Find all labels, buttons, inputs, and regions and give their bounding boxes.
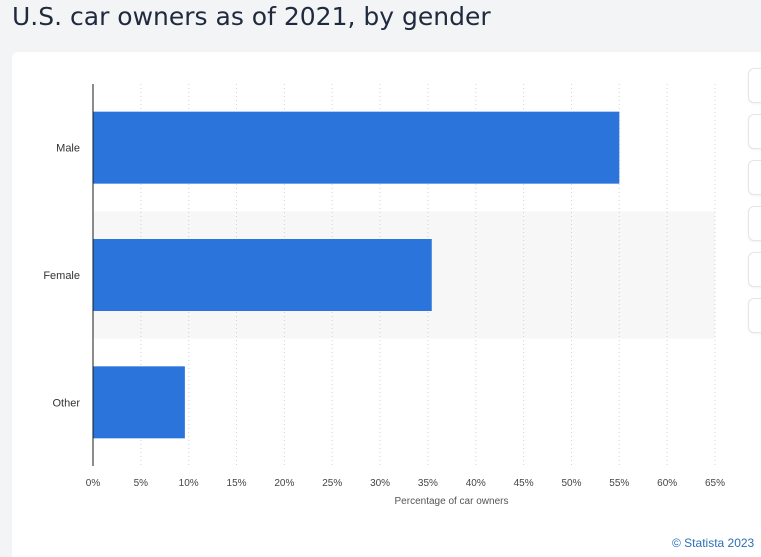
x-tick-label: 35% [418, 478, 438, 489]
side-tool-button-5[interactable] [748, 252, 761, 287]
x-tick-label: 65% [705, 478, 725, 489]
y-category-label: Other [52, 397, 80, 409]
side-tool-button-6[interactable] [748, 298, 761, 333]
x-tick-label: 5% [134, 478, 149, 489]
x-tick-label: 20% [274, 478, 294, 489]
x-tick-label: 40% [466, 478, 486, 489]
x-tick-label: 55% [609, 478, 629, 489]
y-category-label: Female [43, 270, 80, 282]
bar-other [93, 366, 185, 439]
x-tick-label: 50% [561, 478, 581, 489]
x-tick-label: 25% [322, 478, 342, 489]
bar-male [93, 111, 620, 184]
side-tool-button-4[interactable] [748, 206, 761, 241]
x-tick-label: 30% [370, 478, 390, 489]
x-tick-label: 0% [86, 478, 101, 489]
statista-credit-link[interactable]: © Statista 2023 [672, 536, 755, 550]
y-category-label: Male [56, 143, 80, 155]
side-tool-button-2[interactable] [748, 114, 761, 149]
x-axis-title: Percentage of car owners [395, 496, 509, 507]
page-title: U.S. car owners as of 2021, by gender [12, 2, 491, 31]
x-tick-label: 10% [179, 478, 199, 489]
x-tick-label: 60% [657, 478, 677, 489]
side-tool-button-1[interactable] [748, 68, 761, 103]
x-tick-label: 45% [514, 478, 534, 489]
side-tool-button-3[interactable] [748, 160, 761, 195]
bar-female [93, 239, 432, 311]
x-tick-label: 15% [227, 478, 247, 489]
